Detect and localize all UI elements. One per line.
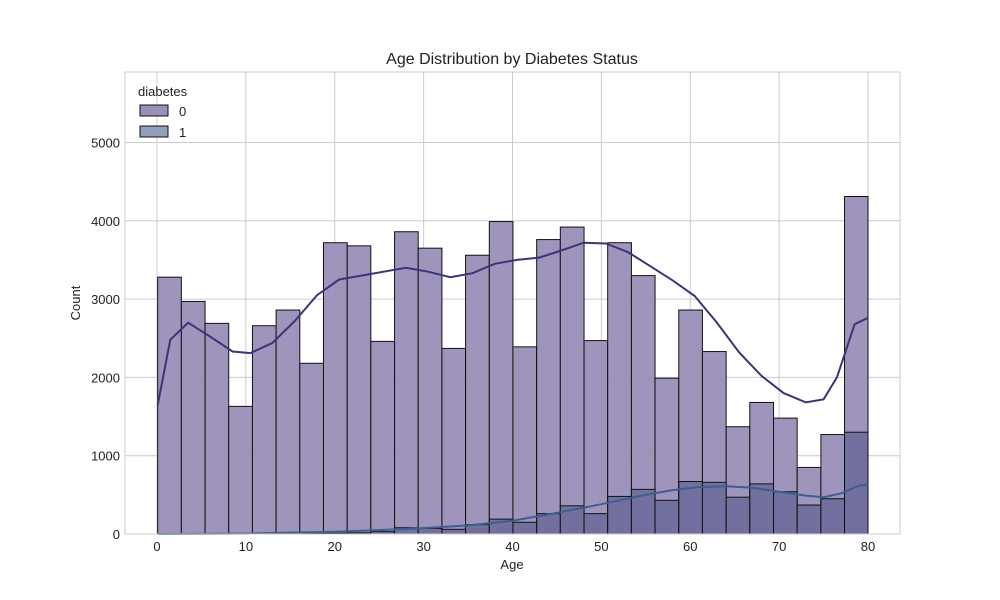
bar-series-1 — [701, 481, 727, 535]
bar-series-1 — [512, 521, 538, 535]
legend-swatch-0 — [139, 104, 169, 117]
bar-series-1 — [820, 498, 846, 535]
x-tick-labels: 0 10 20 30 40 50 60 70 80 — [153, 539, 875, 554]
bar-series-0 — [251, 325, 277, 535]
legend: diabetes 0 1 — [138, 84, 188, 140]
x-tick-label: 10 — [239, 539, 253, 554]
x-tick-label: 70 — [772, 539, 786, 554]
bar-series-1 — [654, 499, 680, 535]
bar-series-0 — [488, 221, 514, 535]
bar-series-1 — [725, 496, 751, 535]
legend-title: diabetes — [138, 84, 188, 99]
bar-series-1 — [844, 431, 869, 535]
y-tick-label: 3000 — [91, 292, 120, 307]
bar-series-0 — [512, 346, 538, 535]
legend-label-1: 1 — [179, 125, 186, 140]
x-tick-label: 60 — [683, 539, 697, 554]
legend-label-0: 0 — [179, 104, 186, 119]
bar-series-0 — [370, 340, 396, 535]
bar-series-0 — [441, 347, 467, 535]
series-0-kde-line — [156, 241, 869, 405]
bar-series-0 — [394, 231, 419, 535]
bar-series-0 — [559, 226, 585, 535]
bar-series-0 — [180, 300, 206, 535]
bar-series-0 — [228, 405, 253, 535]
y-tick-label: 0 — [113, 527, 120, 542]
y-tick-label: 2000 — [91, 370, 120, 385]
chart-title: Age Distribution by Diabetes Status — [386, 51, 638, 68]
x-axis-label: Age — [500, 557, 523, 572]
series-1-kde-line — [157, 483, 869, 535]
bar-series-1 — [796, 504, 822, 535]
bar-series-1 — [749, 483, 775, 535]
x-tick-label: 20 — [328, 539, 342, 554]
y-tick-label: 5000 — [91, 135, 120, 150]
y-tick-label: 1000 — [91, 449, 120, 464]
bar-series-0 — [299, 362, 324, 535]
x-tick-label: 40 — [505, 539, 519, 554]
bar-series-0 — [417, 247, 443, 535]
bar-series-1 — [773, 491, 798, 535]
y-axis-label: Count — [68, 285, 83, 320]
bar-series-0 — [346, 245, 372, 535]
bar-series-0 — [275, 309, 301, 535]
y-tick-label: 4000 — [91, 214, 120, 229]
legend-swatch-1 — [139, 125, 169, 138]
x-tick-label: 30 — [416, 539, 430, 554]
bar-series-1 — [417, 528, 443, 535]
y-tick-labels: 0 1000 2000 3000 4000 5000 — [91, 135, 120, 542]
x-tick-label: 0 — [153, 539, 160, 554]
bar-series-0 — [157, 276, 182, 535]
bar-series-0 — [204, 322, 230, 535]
x-tick-label: 80 — [861, 539, 875, 554]
x-tick-label: 50 — [594, 539, 608, 554]
bar-series-1 — [441, 528, 467, 535]
bar-series-0 — [607, 242, 632, 535]
bar-series-0 — [322, 242, 348, 535]
bar-series-0 — [465, 254, 490, 535]
bar-series-1 — [583, 513, 609, 535]
plot-frame — [124, 71, 901, 535]
bar-series-0 — [536, 239, 561, 535]
